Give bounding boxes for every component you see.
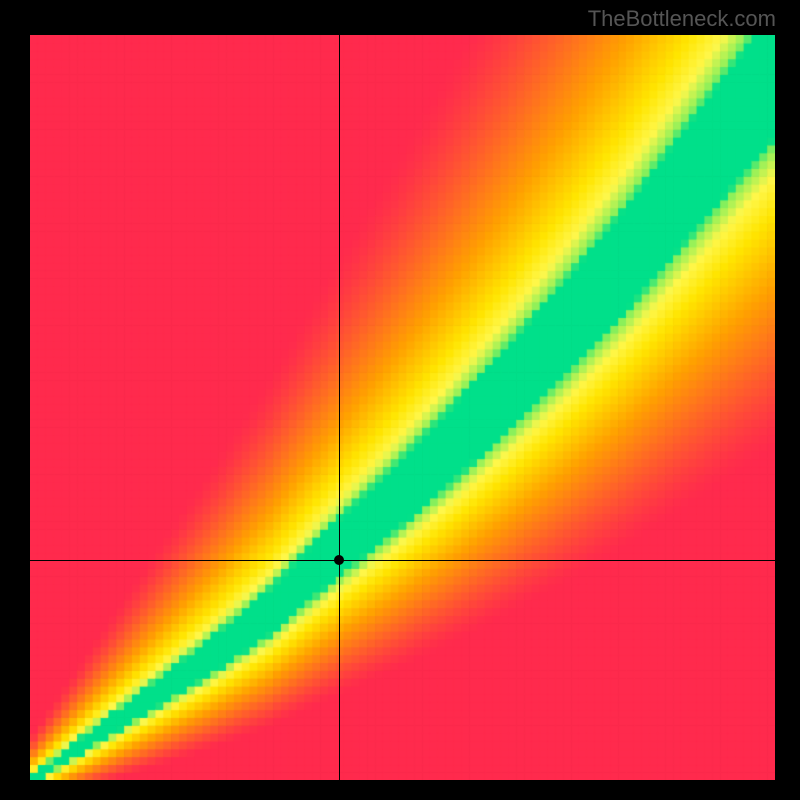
heatmap-canvas bbox=[30, 35, 775, 780]
crosshair-horizontal bbox=[30, 560, 775, 561]
watermark-text: TheBottleneck.com bbox=[588, 6, 776, 32]
selected-point-marker bbox=[334, 555, 344, 565]
crosshair-vertical bbox=[339, 35, 340, 780]
bottleneck-heatmap bbox=[30, 35, 775, 780]
